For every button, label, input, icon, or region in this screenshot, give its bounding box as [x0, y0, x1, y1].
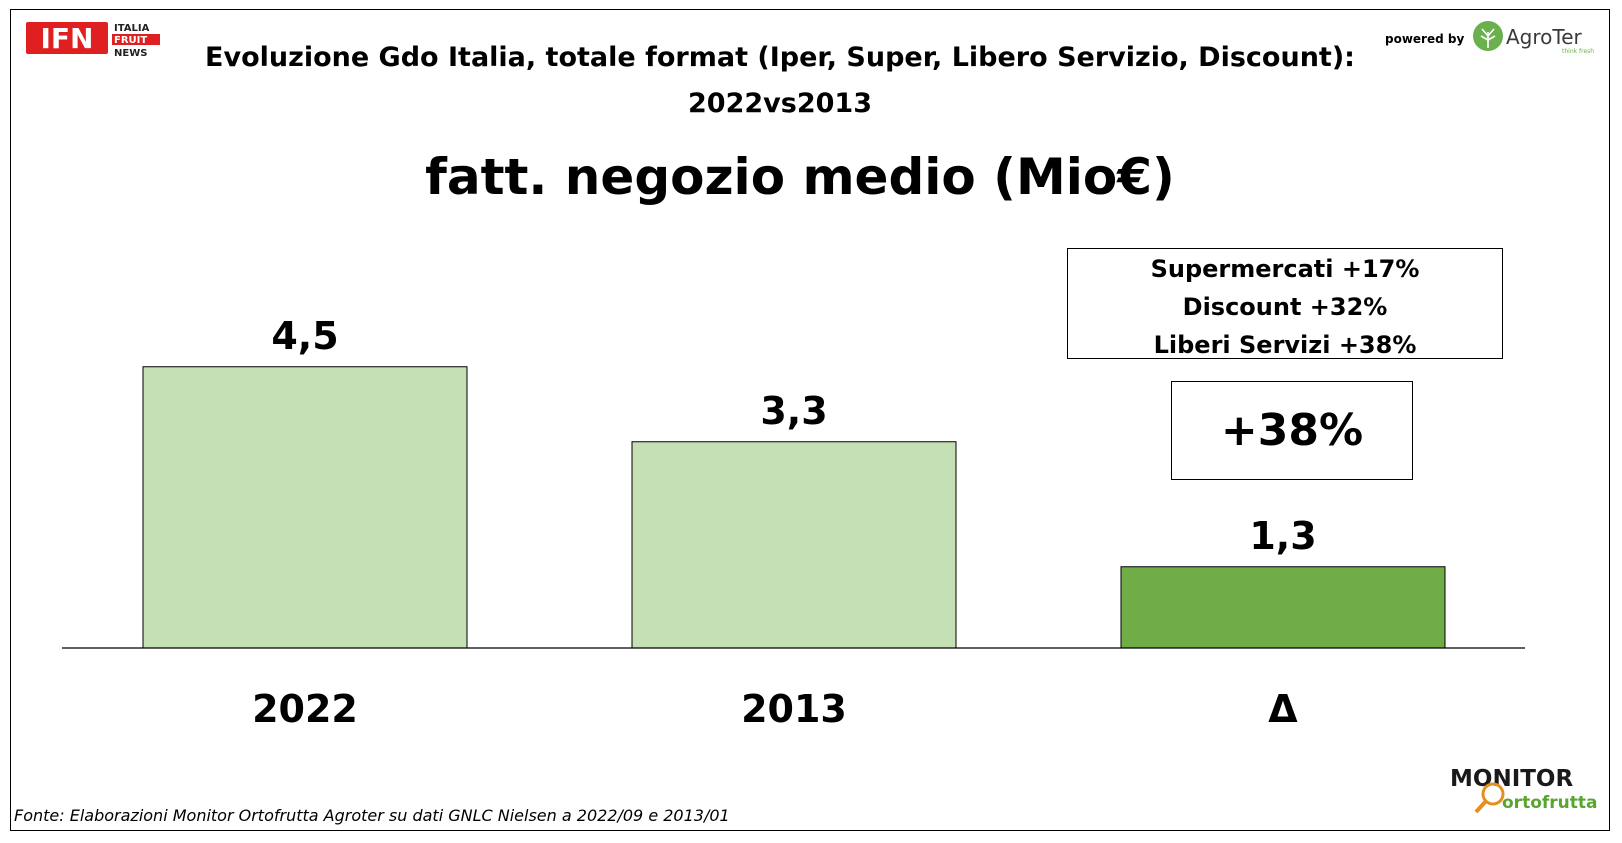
category-label-2: Δ — [1268, 687, 1298, 731]
chart-title-line1: Evoluzione Gdo Italia, totale format (Ip… — [205, 42, 1355, 73]
bar-value-label-0: 4,5 — [271, 314, 338, 358]
format-growth-box: Supermercati +17% Discount +32% Liberi S… — [1067, 248, 1503, 359]
magnifier-icon — [1481, 782, 1505, 806]
agroter-tagline: think fresh — [1562, 48, 1594, 55]
ifn-logo-line1: ITALIA — [114, 23, 150, 34]
agroter-name: AgroTer — [1506, 25, 1583, 49]
ifn-logo-line3: NEWS — [114, 48, 147, 59]
chart-frame — [10, 9, 1610, 831]
chart-subtitle: fatt. negozio medio (Mio€) — [425, 148, 1175, 206]
bar-1 — [631, 441, 957, 649]
monitor-ortofrutta-logo: MONITOR ortofrutta — [1450, 766, 1597, 814]
bar-value-label-1: 3,3 — [760, 389, 827, 433]
total-growth-box: +38% — [1171, 381, 1413, 480]
growth-line-liberi-servizi: Liberi Servizi +38% — [1153, 331, 1417, 359]
category-label-1: 2013 — [741, 687, 847, 731]
powered-by-label: powered by — [1385, 32, 1465, 46]
bar-0 — [142, 366, 468, 649]
monitor-logo-line2: ortofrutta — [1502, 793, 1597, 813]
bar-2 — [1120, 566, 1446, 649]
growth-line-discount: Discount +32% — [1182, 293, 1388, 321]
ifn-logo-text: IFN — [41, 22, 94, 55]
growth-line-supermercati: Supermercati +17% — [1150, 255, 1420, 283]
chart-title-line2: 2022vs2013 — [688, 88, 872, 119]
ifn-logo: IFN ITALIA FRUIT NEWS — [26, 22, 160, 59]
monitor-logo-line1: MONITOR — [1450, 766, 1573, 792]
agroter-logo: AgroTer think fresh — [1473, 21, 1594, 55]
source-note: Fonte: Elaborazioni Monitor Ortofrutta A… — [14, 806, 730, 825]
ifn-logo-line2: FRUIT — [114, 35, 147, 46]
bar-value-label-2: 1,3 — [1249, 514, 1316, 558]
category-label-0: 2022 — [252, 687, 358, 731]
tree-icon — [1480, 28, 1496, 48]
